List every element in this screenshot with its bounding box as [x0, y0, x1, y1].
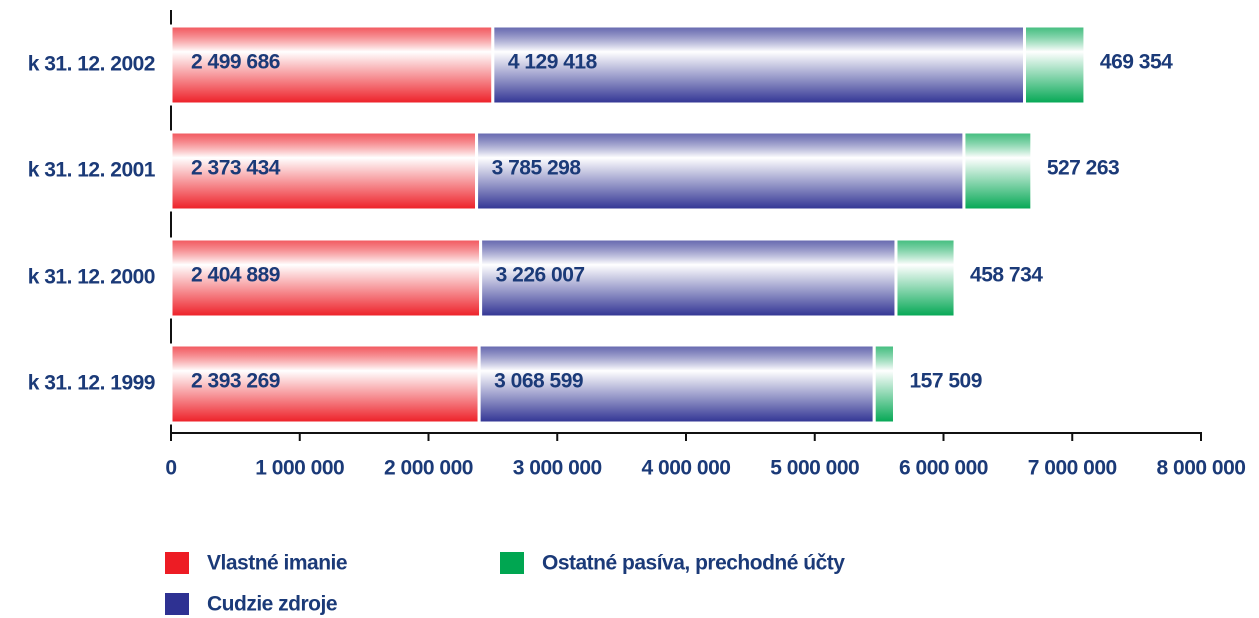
legend-label: Ostatné pasíva, prechodné účty	[542, 552, 845, 575]
x-tick-label: 7 000 000	[1028, 457, 1117, 480]
bar-segment	[169, 237, 483, 319]
value-label: 2 499 686	[191, 51, 280, 74]
legend-swatch	[500, 552, 524, 574]
legend-swatch	[165, 593, 189, 615]
y-tick-label: k 31. 12. 2001	[28, 159, 156, 182]
x-tick-label: 6 000 000	[899, 457, 988, 480]
x-tick-label: 4 000 000	[642, 457, 731, 480]
y-tick-label: k 31. 12. 1999	[28, 372, 155, 395]
x-tick-label: 5 000 000	[770, 457, 859, 480]
bar-segment	[169, 343, 481, 425]
legend-swatch	[165, 552, 189, 574]
x-tick-label: 2 000 000	[384, 457, 473, 480]
value-label: 3 785 298	[492, 157, 582, 180]
x-tick-label: 8 000 000	[1157, 457, 1246, 480]
x-tick-label: 3 000 000	[513, 457, 602, 480]
value-label: 157 509	[909, 370, 981, 393]
value-label: 2 404 889	[191, 264, 280, 287]
value-label: 2 393 269	[191, 370, 280, 393]
bar-segment	[169, 24, 495, 106]
legend-label: Vlastné imanie	[207, 552, 347, 575]
bar-segment	[479, 237, 898, 319]
x-tick-label: 1 000 000	[255, 457, 344, 480]
legend-label: Cudzie zdroje	[207, 593, 337, 616]
value-label: 527 263	[1047, 157, 1119, 180]
bar-segment	[962, 130, 1034, 212]
value-label: 469 354	[1100, 51, 1173, 74]
value-label: 458 734	[970, 264, 1043, 287]
x-tick-label: 0	[165, 457, 176, 480]
value-label: 3 068 599	[494, 370, 583, 393]
y-tick-label: k 31. 12. 2002	[28, 53, 155, 76]
value-label: 4 129 418	[508, 51, 598, 74]
bar-segment	[475, 130, 966, 212]
value-label: 3 226 007	[496, 264, 585, 287]
bar-segment	[1022, 24, 1087, 106]
y-tick-label: k 31. 12. 2000	[28, 266, 155, 289]
value-label: 2 373 434	[191, 157, 281, 180]
bar-segment	[491, 24, 1026, 106]
bar-segment	[894, 237, 957, 319]
bar-segment	[872, 343, 896, 425]
